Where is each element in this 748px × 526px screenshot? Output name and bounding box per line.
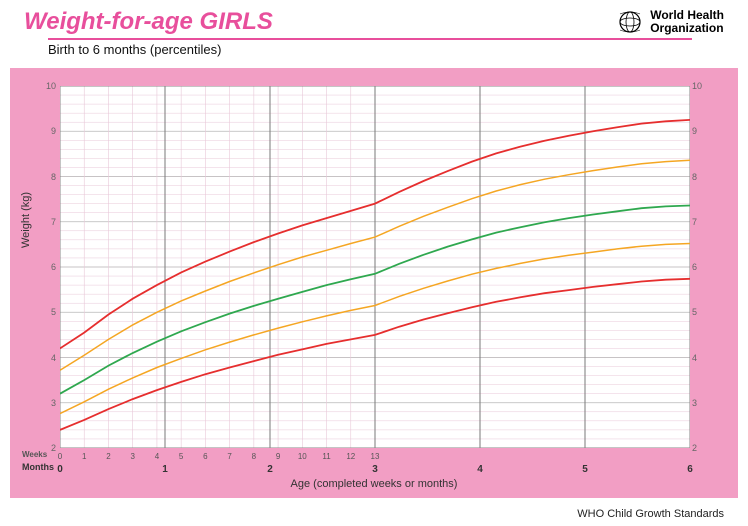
x-tick-week: 10 bbox=[298, 452, 307, 461]
y-axis-label: Weight (kg) bbox=[20, 192, 32, 248]
x-ticks-weeks: 012345678910111213 bbox=[60, 452, 690, 462]
chart-frame: Weight (kg) Age (completed weeks or mont… bbox=[10, 68, 738, 498]
x-tick-week: 12 bbox=[346, 452, 355, 461]
plot-svg: 97th85th50th15th3rd bbox=[60, 86, 690, 448]
y-tick: 4 bbox=[692, 353, 697, 363]
y-tick: 8 bbox=[51, 172, 56, 182]
x-tick-month: 6 bbox=[687, 464, 693, 475]
x-tick-month: 2 bbox=[267, 464, 273, 475]
y-tick: 4 bbox=[51, 353, 56, 363]
who-emblem-icon bbox=[616, 8, 644, 36]
chart-subtitle: Birth to 6 months (percentiles) bbox=[48, 42, 724, 57]
x-tick-week: 0 bbox=[58, 452, 62, 461]
x-tick-month: 1 bbox=[162, 464, 168, 475]
y-tick: 3 bbox=[692, 398, 697, 408]
y-tick: 3 bbox=[51, 398, 56, 408]
x-tick-week: 1 bbox=[82, 452, 86, 461]
y-tick: 9 bbox=[692, 126, 697, 136]
x-tick-week: 7 bbox=[227, 452, 231, 461]
who-text-2: Organization bbox=[650, 22, 724, 35]
x-ticks-months: 0 1 2 3 4 5 6 bbox=[60, 464, 690, 476]
x-axis-label: Age (completed weeks or months) bbox=[10, 478, 738, 490]
y-tick: 5 bbox=[692, 307, 697, 317]
x-tick-month: 0 bbox=[57, 464, 63, 475]
x-tick-week: 9 bbox=[276, 452, 280, 461]
y-tick: 8 bbox=[692, 172, 697, 182]
months-caption: Months bbox=[22, 462, 54, 472]
x-tick-week: 11 bbox=[322, 452, 330, 461]
x-tick-week: 5 bbox=[179, 452, 183, 461]
x-tick-week: 8 bbox=[252, 452, 256, 461]
x-tick-month: 5 bbox=[582, 464, 588, 475]
y-tick: 7 bbox=[51, 217, 56, 227]
y-tick: 5 bbox=[51, 307, 56, 317]
plot-area: 97th85th50th15th3rd bbox=[60, 86, 690, 448]
x-tick-week: 13 bbox=[371, 452, 380, 461]
x-tick-week: 6 bbox=[203, 452, 207, 461]
y-tick: 10 bbox=[692, 81, 702, 91]
x-tick-week: 4 bbox=[155, 452, 159, 461]
x-tick-month: 3 bbox=[372, 464, 378, 475]
y-tick: 2 bbox=[51, 443, 56, 453]
title-rule bbox=[48, 38, 692, 40]
y-tick: 9 bbox=[51, 126, 56, 136]
y-tick: 2 bbox=[692, 443, 697, 453]
who-logo: World Health Organization bbox=[616, 8, 724, 36]
y-tick: 6 bbox=[51, 262, 56, 272]
x-tick-week: 2 bbox=[106, 452, 110, 461]
y-tick: 10 bbox=[46, 81, 56, 91]
x-tick-week: 3 bbox=[130, 452, 134, 461]
y-ticks-left: 2345678910 bbox=[40, 86, 58, 448]
y-tick: 6 bbox=[692, 262, 697, 272]
weeks-caption: Weeks bbox=[22, 450, 47, 459]
x-tick-month: 4 bbox=[477, 464, 483, 475]
y-ticks-right: 2345678910 bbox=[690, 86, 708, 448]
y-tick: 7 bbox=[692, 217, 697, 227]
footer-text: WHO Child Growth Standards bbox=[577, 508, 724, 520]
